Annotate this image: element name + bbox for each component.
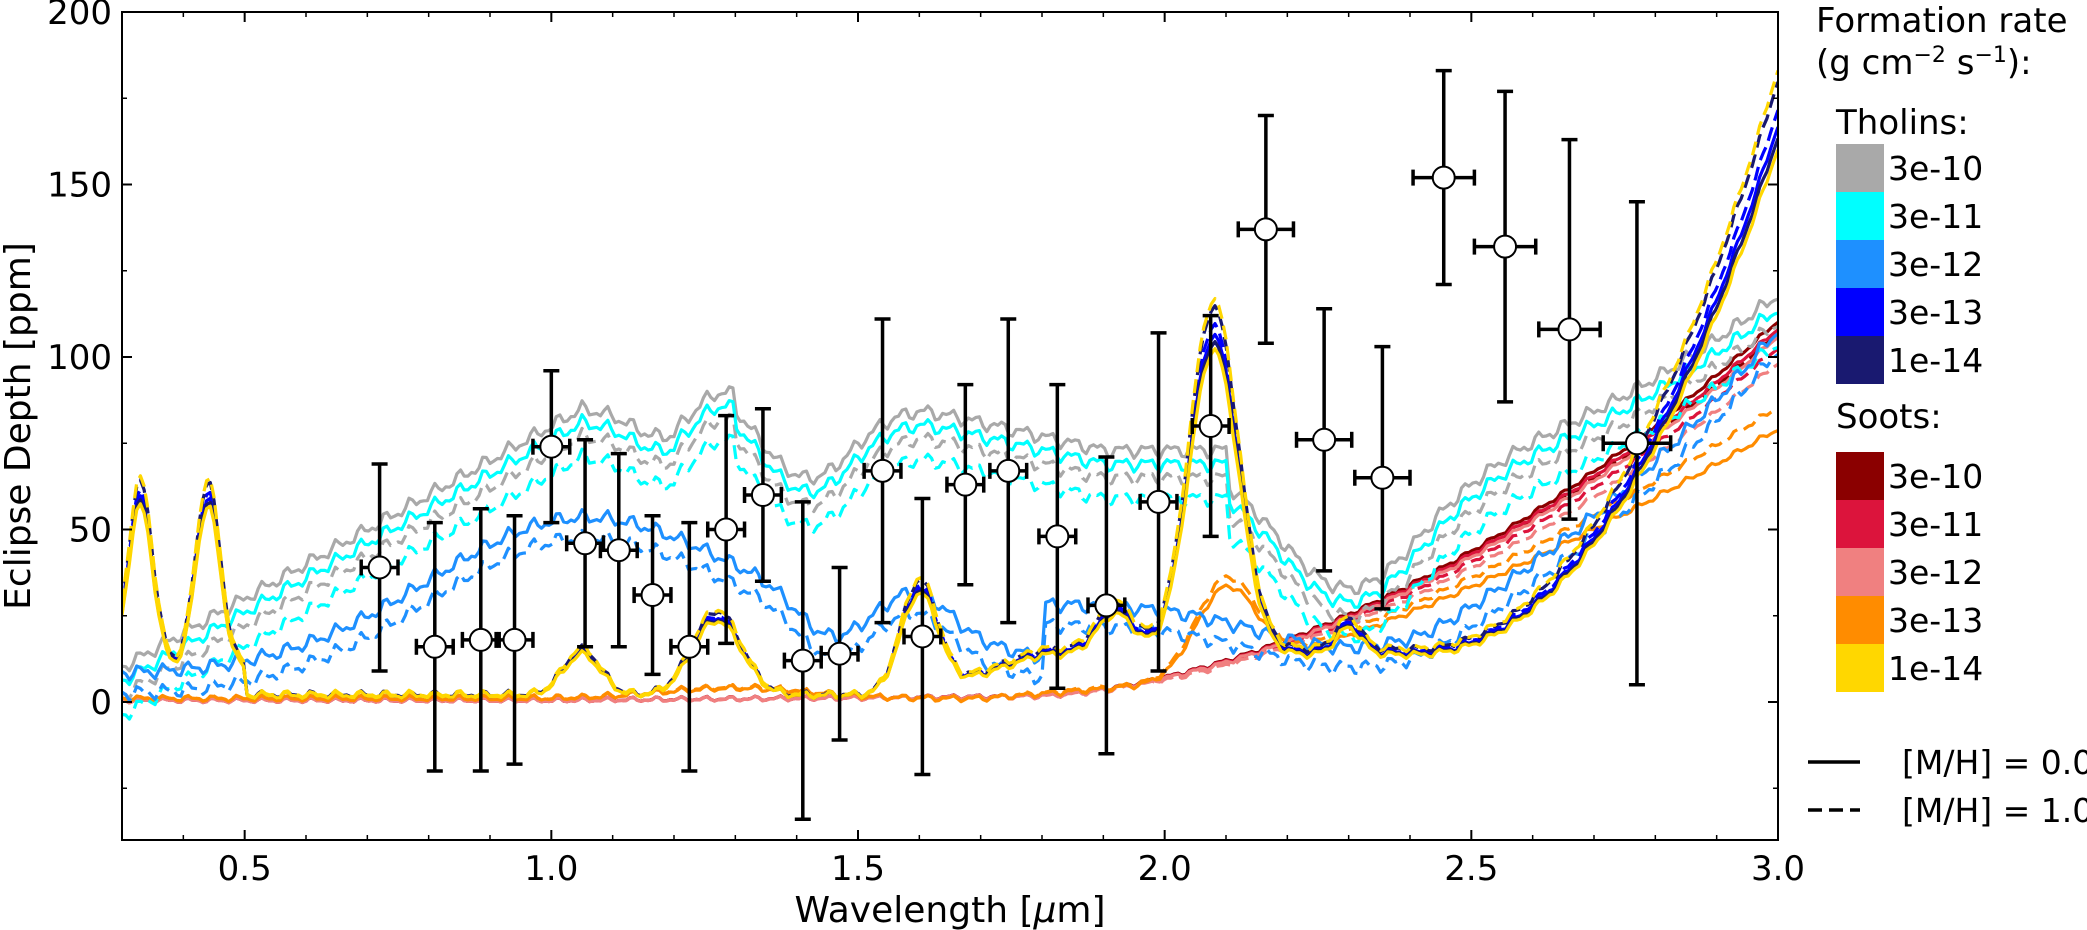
x-tick-label: 3.0 bbox=[1751, 849, 1805, 889]
legend-label-soot: 3e-13 bbox=[1888, 601, 1983, 640]
legend-label-soot: 3e-11 bbox=[1888, 505, 1983, 544]
observation-point bbox=[1537, 137, 1602, 521]
legend-label-tholin: 3e-13 bbox=[1888, 293, 1983, 332]
x-tick-label: 2.0 bbox=[1138, 849, 1192, 889]
observation-point bbox=[988, 317, 1029, 625]
legend-label-tholin: 1e-14 bbox=[1888, 341, 1983, 380]
y-tick-label: 100 bbox=[47, 338, 112, 378]
model-line-soot bbox=[122, 321, 1778, 705]
observation-point bbox=[1601, 200, 1673, 687]
observation-point bbox=[782, 500, 823, 822]
observation-point bbox=[1411, 68, 1477, 287]
observation-point bbox=[1138, 331, 1179, 673]
legend-label-soot: 3e-12 bbox=[1888, 553, 1983, 592]
model-line-tholin-dashed bbox=[122, 353, 1778, 703]
legend-label-tholin: 3e-12 bbox=[1888, 245, 1983, 284]
legend-title-line2: (g cm−2 s−1): bbox=[1816, 43, 2032, 83]
observation-point bbox=[902, 496, 943, 777]
legend-label-tholin: 3e-11 bbox=[1888, 197, 1983, 236]
x-tick-label: 1.5 bbox=[831, 849, 885, 889]
model-line-soot-dashed bbox=[122, 70, 1778, 700]
observation-point bbox=[1472, 89, 1538, 404]
y-tick-label: 50 bbox=[69, 511, 112, 551]
legend-swatch-tholin bbox=[1836, 192, 1884, 240]
legend-solid-label: [M/H] = 0.0 bbox=[1902, 743, 2087, 782]
observation-point bbox=[460, 507, 501, 773]
observation-point bbox=[705, 413, 747, 646]
tholins-swatches: 3e-10 3e-11 3e-12 3e-13 1e-14 bbox=[1836, 144, 1983, 384]
y-tick-label: 0 bbox=[90, 683, 112, 723]
model-line-soot bbox=[122, 149, 1778, 701]
observation-point bbox=[945, 382, 986, 587]
observation-point bbox=[359, 462, 400, 673]
legend-tholins-header: Tholins: bbox=[1835, 103, 1969, 143]
observation-point bbox=[1086, 455, 1127, 756]
model-line-tholin-dashed bbox=[122, 109, 1778, 700]
y-axis-title: Eclipse Depth [ppm] bbox=[0, 242, 39, 610]
legend: Formation rate (g cm−2 s−1): Tholins: So… bbox=[1808, 1, 2087, 830]
legend-swatch-tholin bbox=[1836, 240, 1884, 288]
x-tick-label: 1.0 bbox=[524, 849, 578, 889]
observation-point bbox=[632, 513, 673, 677]
legend-swatch-soot bbox=[1836, 452, 1884, 500]
model-line-tholin-dashed bbox=[122, 345, 1778, 721]
legend-swatch-soot bbox=[1836, 548, 1884, 596]
observation-point bbox=[1037, 382, 1078, 690]
legend-label-soot: 3e-10 bbox=[1888, 457, 1983, 496]
observation-point bbox=[1236, 113, 1296, 345]
legend-soots-header: Soots: bbox=[1836, 397, 1942, 437]
y-tick-label: 150 bbox=[47, 166, 112, 206]
observation-point bbox=[564, 438, 606, 649]
model-line-tholin-dashed bbox=[122, 325, 1778, 700]
observation-point bbox=[1353, 344, 1412, 611]
observation-point bbox=[862, 317, 903, 625]
observation-point bbox=[598, 451, 639, 649]
model-line-tholin bbox=[122, 311, 1778, 687]
legend-swatch-tholin bbox=[1836, 336, 1884, 384]
axis-ticks bbox=[121, 11, 1779, 840]
legend-swatch-soot bbox=[1836, 644, 1884, 692]
legend-label-soot: 1e-14 bbox=[1888, 649, 1983, 688]
x-tick-label: 0.5 bbox=[218, 849, 272, 889]
legend-swatch-soot bbox=[1836, 596, 1884, 644]
model-spectra bbox=[122, 70, 1778, 721]
observations bbox=[359, 68, 1673, 822]
observation-point bbox=[669, 520, 710, 773]
observation-point bbox=[414, 520, 455, 773]
legend-swatch-tholin bbox=[1836, 144, 1884, 192]
model-line-tholin bbox=[122, 332, 1778, 682]
legend-label-tholin: 3e-10 bbox=[1888, 149, 1983, 188]
observation-point bbox=[531, 369, 572, 525]
plot-frame bbox=[121, 11, 1779, 841]
y-tick-label: 200 bbox=[47, 0, 112, 33]
legend-title-line1: Formation rate bbox=[1816, 1, 2067, 41]
observation-point bbox=[1190, 313, 1231, 539]
model-line-tholin-dashed bbox=[122, 81, 1778, 700]
legend-dashed-label: [M/H] = 1.0 bbox=[1902, 791, 2087, 830]
legend-swatch-soot bbox=[1836, 500, 1884, 548]
model-line-soot bbox=[122, 429, 1778, 704]
x-axis-title: Wavelength [μm] bbox=[794, 890, 1105, 930]
model-line-tholin bbox=[122, 297, 1778, 673]
x-tick-label: 2.5 bbox=[1444, 849, 1498, 889]
observation-point bbox=[742, 407, 784, 583]
soots-swatches: 3e-10 3e-11 3e-12 3e-13 1e-14 bbox=[1836, 452, 1983, 692]
observation-point bbox=[819, 565, 860, 742]
observation-point bbox=[1294, 306, 1354, 573]
observation-point bbox=[494, 513, 535, 766]
legend-swatch-tholin bbox=[1836, 288, 1884, 336]
